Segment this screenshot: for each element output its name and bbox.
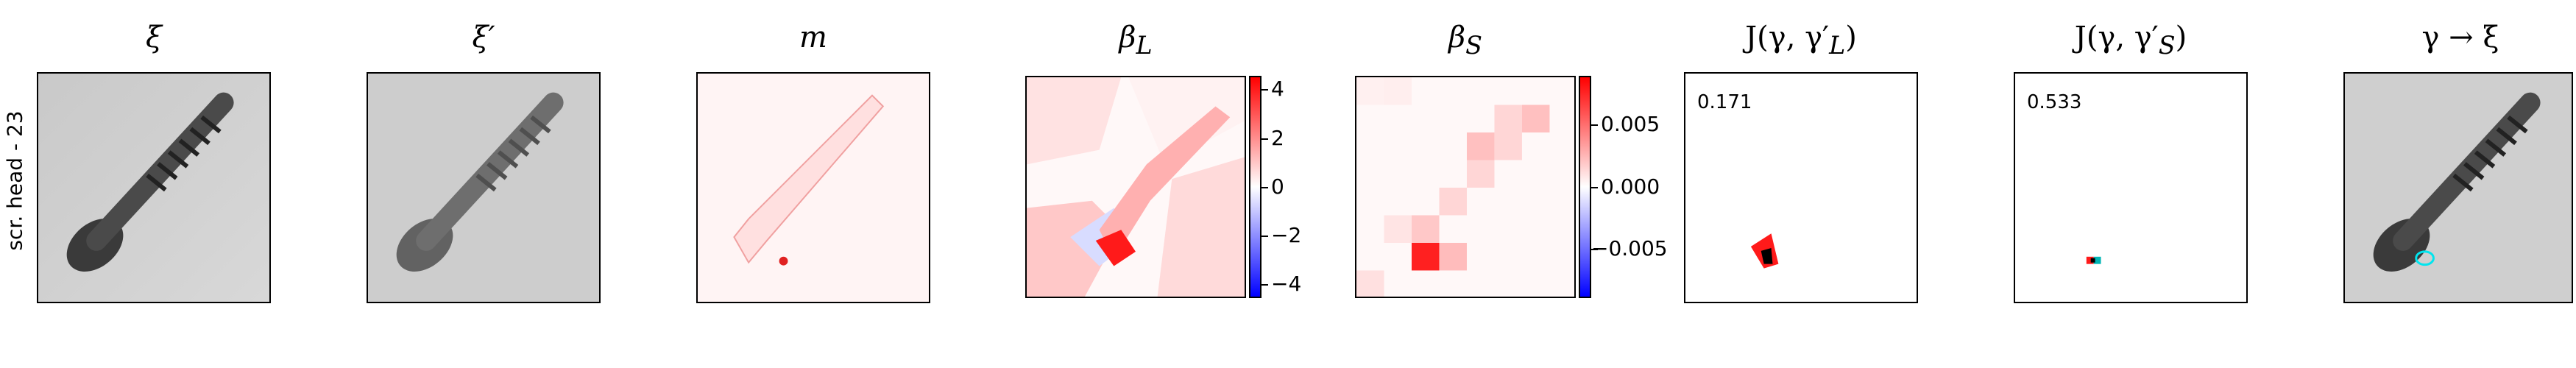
colorbar-beta-l-tick: 0	[1271, 174, 1284, 199]
image-beta-l	[1025, 76, 1246, 298]
colorbar-beta-s-tick: 0.005	[1601, 112, 1660, 136]
image-xi	[37, 72, 271, 303]
panel-title-beta-s: βS	[1448, 21, 1482, 60]
image-j-s: 0.533	[2014, 72, 2248, 303]
colorbar-beta-l-tick: 4	[1271, 77, 1284, 101]
predicted-mask-outline	[2415, 250, 2435, 266]
panel-title-gamma-to-xi: γ → ξ	[2421, 21, 2499, 54]
colorbar-beta-l-tick: −2	[1271, 223, 1302, 247]
colorbar-beta-l	[1249, 76, 1262, 298]
colorbar-beta-l-tick: −4	[1271, 272, 1302, 296]
panel-title-xi-prime: ξ′	[472, 21, 495, 54]
colorbar-beta-s-tick: 0.000	[1601, 174, 1660, 199]
score-j-l: 0.171	[1697, 91, 1752, 113]
colorbar-beta-l-tick: 2	[1271, 126, 1284, 150]
colorbar-beta-s	[1579, 76, 1591, 298]
image-m	[696, 72, 930, 303]
image-beta-s	[1355, 76, 1576, 298]
panel-title-beta-l: βL	[1119, 21, 1153, 60]
panel-title-xi: ξ	[145, 21, 163, 54]
panel-title-m: m	[799, 21, 827, 54]
panel-title-j-l: J(γ, γ′L)	[1745, 21, 1857, 60]
image-j-l: 0.171	[1684, 72, 1918, 303]
image-gamma-to-xi	[2343, 72, 2573, 303]
screw-shape	[66, 92, 234, 272]
image-xi-prime	[367, 72, 601, 303]
row-label-text: scr. head - 23	[2, 110, 27, 251]
colorbar-beta-s-tick: −0.005	[1591, 236, 1668, 261]
score-j-s: 0.533	[2027, 91, 2082, 113]
panel-title-j-s: J(γ, γ′S)	[2074, 21, 2187, 60]
row-label: scr. head - 23	[0, 63, 29, 297]
